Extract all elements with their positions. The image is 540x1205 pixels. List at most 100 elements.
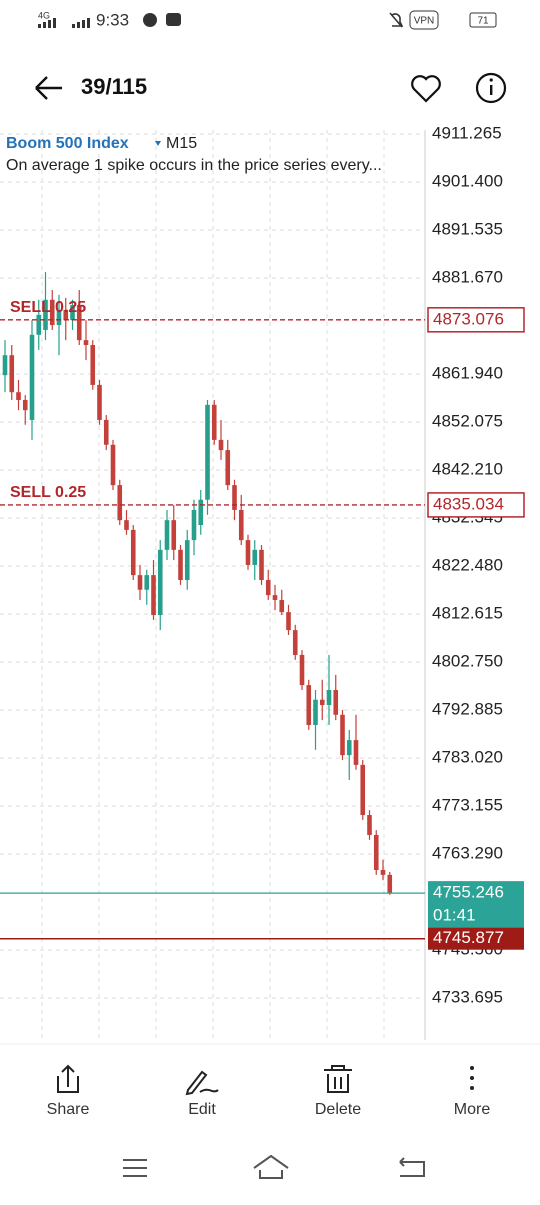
y-tick-label: 4861.940 xyxy=(432,363,503,382)
order-price: 4873.076 xyxy=(433,309,504,328)
toolbar-label[interactable]: Share xyxy=(47,1101,90,1118)
y-tick-label: 4911.265 xyxy=(432,123,502,142)
order-label: SELL 0.25 xyxy=(10,484,86,501)
candle-body xyxy=(70,305,75,321)
chat-icon xyxy=(143,13,157,27)
delete-icon[interactable] xyxy=(324,1065,352,1093)
battery-level: 71 xyxy=(477,16,489,27)
share-icon[interactable] xyxy=(57,1064,79,1093)
candle-body xyxy=(380,869,386,875)
candle-body xyxy=(76,305,82,341)
bid-price: 4755.246 xyxy=(433,883,504,902)
candle-body xyxy=(306,685,312,726)
candle-body xyxy=(164,520,170,550)
y-tick-label: 4881.670 xyxy=(432,267,503,286)
candle-body xyxy=(272,595,278,600)
mute-icon xyxy=(389,12,404,28)
candle-body xyxy=(211,404,217,440)
more-icon[interactable] xyxy=(470,1066,474,1090)
candle-body xyxy=(36,314,42,335)
candle-body xyxy=(16,392,21,400)
candle-body xyxy=(232,485,237,510)
chart: 4911.265 4901.400 4891.535 4881.670 4861.940… xyxy=(0,123,525,1040)
candle-body xyxy=(346,740,352,756)
back-button[interactable] xyxy=(35,76,62,100)
clock: 9:33 xyxy=(96,10,129,29)
bid-box xyxy=(428,881,524,930)
vpn: VPN xyxy=(414,16,435,27)
info-button[interactable] xyxy=(475,72,507,104)
candle-body xyxy=(238,509,244,541)
youtube-icon xyxy=(166,13,181,26)
candle-body xyxy=(299,654,305,686)
toolbar-label[interactable]: Edit xyxy=(188,1101,216,1118)
y-tick-label: 4783.020 xyxy=(432,747,503,766)
bar-countdown: 01:41 xyxy=(433,906,476,925)
candle-body xyxy=(387,874,393,894)
y-tick-label: 4802.750 xyxy=(432,651,503,670)
nav-bar xyxy=(123,1154,425,1179)
candle-body xyxy=(144,575,150,590)
candle-body xyxy=(83,340,89,346)
toolbar-label[interactable]: Delete xyxy=(315,1101,361,1118)
candle-body xyxy=(178,549,183,581)
candle-body xyxy=(319,699,325,706)
favorite-button[interactable] xyxy=(411,75,441,103)
chart-title: Boom 500 Index xyxy=(6,135,129,152)
toolbar-icons xyxy=(57,1064,352,1096)
y-tick-label: 4852.075 xyxy=(432,411,503,430)
candle-body xyxy=(191,509,197,541)
candle-body xyxy=(151,575,156,616)
candle-body xyxy=(157,549,163,616)
candle-body xyxy=(286,612,291,631)
candle-body xyxy=(103,419,109,445)
vpn-box xyxy=(409,10,439,30)
candle-body xyxy=(218,439,224,451)
timeframe: M15 xyxy=(166,135,197,152)
image-counter: 39/115 xyxy=(81,74,147,99)
chart-subtitle: On average 1 spike occurs in the price s… xyxy=(6,157,382,174)
y-tick-label: 4773.155 xyxy=(432,795,503,814)
candle-body xyxy=(225,450,231,486)
candle-body xyxy=(367,815,372,835)
candle-body xyxy=(90,345,96,385)
toolbar-label[interactable]: More xyxy=(454,1101,491,1118)
candle-body xyxy=(2,355,8,376)
candle-body xyxy=(171,520,177,550)
candle-body xyxy=(279,599,285,613)
order-label: SELL 0.25 xyxy=(10,299,86,316)
order-price-box xyxy=(427,307,525,333)
ask-box xyxy=(428,927,524,950)
nav-menu[interactable] xyxy=(123,1159,147,1177)
candle-body xyxy=(373,834,379,870)
candle-body xyxy=(63,309,69,321)
candle-body xyxy=(205,404,210,500)
nav-back[interactable] xyxy=(399,1157,425,1177)
candle-body xyxy=(198,499,204,526)
candle-body xyxy=(43,299,48,330)
candle-body xyxy=(22,399,28,411)
y-tick-label: 4733.695 xyxy=(432,987,503,1006)
edit-icon[interactable] xyxy=(185,1070,219,1096)
y-tick-label: 4891.535 xyxy=(432,219,503,238)
candle-body xyxy=(9,355,15,393)
nav-home[interactable] xyxy=(253,1154,289,1179)
y-tick-label: 4792.885 xyxy=(432,699,503,718)
network: 4G xyxy=(38,10,50,20)
symbol-dropdown[interactable] xyxy=(155,141,161,146)
candle-body xyxy=(117,485,123,521)
battery xyxy=(469,12,497,28)
signal-icons xyxy=(38,18,90,28)
candle-body xyxy=(137,575,143,590)
y-tick-label: 4812.615 xyxy=(432,603,503,622)
candle-body xyxy=(245,540,251,565)
candle-body xyxy=(259,549,264,581)
candle-body xyxy=(265,580,271,596)
candle-body xyxy=(353,740,359,765)
y-tick-label: 4842.210 xyxy=(432,459,503,478)
candle-body xyxy=(313,699,318,726)
candle-body xyxy=(56,309,62,326)
candle-body xyxy=(360,764,366,816)
